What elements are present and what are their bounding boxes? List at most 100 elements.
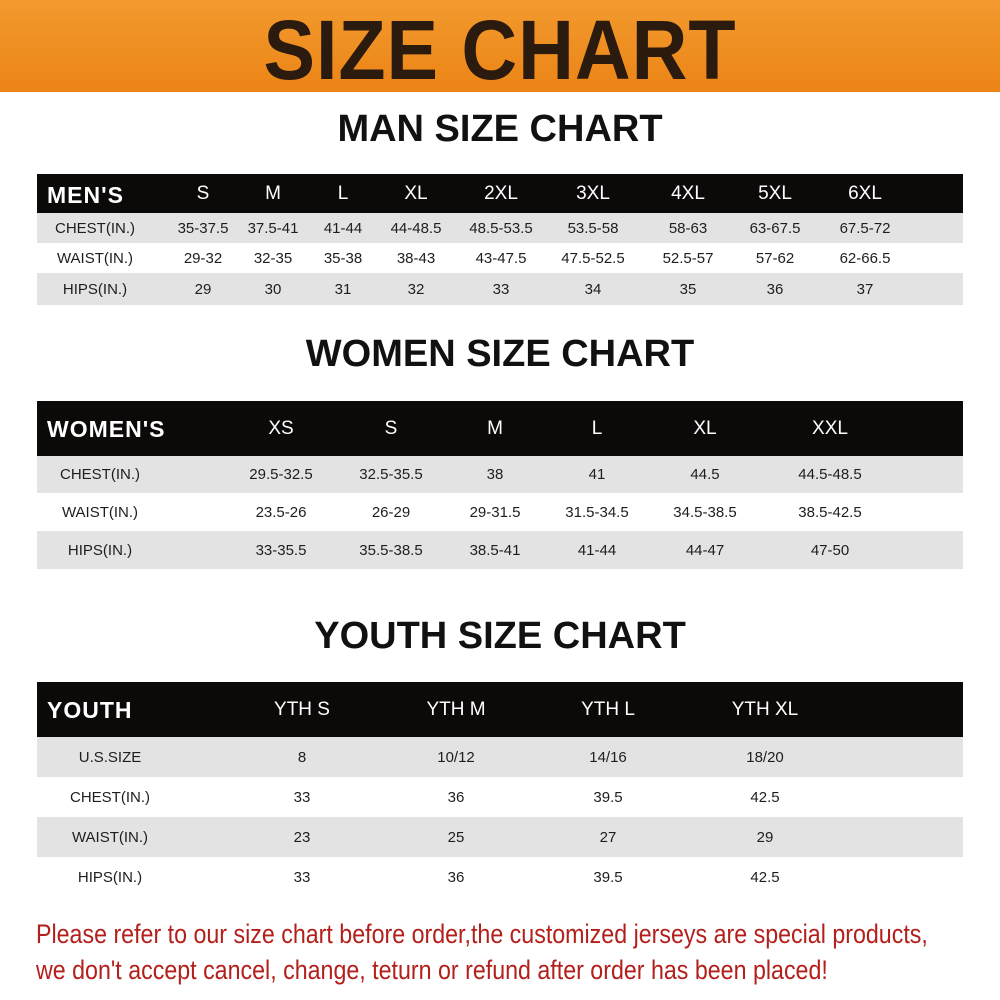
table-cell: 44-47 bbox=[685, 541, 725, 559]
size-header: 6XL bbox=[848, 182, 882, 204]
table-header: YOUTH YTH S YTH M YTH L YTH XL bbox=[37, 682, 963, 737]
table-cell: 35-38 bbox=[323, 249, 363, 267]
table-row: WAIST(IN.) 29-32 32-35 35-38 38-43 43-47.5 47.… bbox=[37, 243, 963, 273]
table-cell: 36 bbox=[766, 280, 784, 298]
size-header: YTH XL bbox=[731, 698, 799, 720]
table-cell: 41-44 bbox=[577, 541, 617, 559]
table-cell: 34.5-38.5 bbox=[673, 503, 737, 521]
row-label: WAIST(IN.) bbox=[61, 503, 139, 521]
table-cell: 32-35 bbox=[253, 249, 293, 267]
table-row: CHEST(IN.) 33 36 39.5 42.5 bbox=[37, 777, 963, 817]
row-label: CHEST(IN.) bbox=[55, 219, 135, 237]
size-header: S bbox=[196, 182, 210, 204]
table-cell: 29 bbox=[756, 828, 774, 846]
table-cell: 34 bbox=[584, 280, 602, 298]
table-cell: 29-31.5 bbox=[469, 503, 521, 521]
row-label: WAIST(IN.) bbox=[71, 828, 149, 846]
table-row: CHEST(IN.) 29.5-32.5 32.5-35.5 38 41 44.5 44.5… bbox=[37, 456, 963, 493]
notice-line-2: we don't accept cancel, change, teturn o… bbox=[36, 955, 828, 985]
size-header: XS bbox=[268, 417, 294, 439]
size-header: M bbox=[487, 417, 503, 439]
table-cell: 35-37.5 bbox=[177, 219, 229, 237]
banner: SIZE CHART bbox=[0, 0, 1000, 97]
table-cell: 36 bbox=[447, 788, 465, 806]
size-header: L bbox=[591, 417, 603, 439]
header-label: YOUTH bbox=[47, 697, 133, 723]
table-cell: 35.5-38.5 bbox=[359, 541, 423, 559]
table-row: U.S.SIZE 8 10/12 14/16 18/20 bbox=[37, 737, 963, 777]
size-header: XL bbox=[404, 182, 428, 204]
table-cell: 38 bbox=[486, 466, 504, 483]
size-header: XL bbox=[693, 417, 717, 439]
row-label: WAIST(IN.) bbox=[56, 249, 134, 267]
table-cell: 42.5 bbox=[750, 788, 780, 806]
table-row: HIPS(IN.) 29 30 31 32 33 34 35 36 37 bbox=[37, 273, 963, 305]
table-cell: 39.5 bbox=[593, 868, 623, 886]
table-cell: 33-35.5 bbox=[255, 541, 307, 559]
table-cell: 8 bbox=[297, 748, 307, 766]
table-cell: 62-66.5 bbox=[839, 249, 891, 267]
table-cell: 32.5-35.5 bbox=[359, 466, 423, 483]
size-header: XXL bbox=[812, 417, 848, 439]
table-cell: 33 bbox=[293, 868, 311, 886]
table-cell: 39.5 bbox=[593, 788, 623, 806]
table-cell: 44.5-48.5 bbox=[798, 466, 862, 483]
table-cell: 52.5-57 bbox=[662, 249, 714, 267]
table-row: CHEST(IN.) 35-37.5 37.5-41 41-44 44-48.5 48.5… bbox=[37, 213, 963, 243]
table-cell: 18/20 bbox=[746, 748, 784, 766]
row-label: CHEST(IN.) bbox=[70, 788, 150, 806]
table-header: MEN'S S M L XL 2XL 3XL 4XL 5XL 6XL bbox=[37, 174, 963, 213]
table-cell: 41-44 bbox=[323, 219, 363, 237]
table-cell: 48.5-53.5 bbox=[469, 219, 533, 237]
table-cell: 43-47.5 bbox=[475, 249, 527, 267]
table-cell: 38-43 bbox=[396, 249, 436, 267]
table-cell: 38.5-41 bbox=[469, 541, 521, 559]
table-cell: 29.5-32.5 bbox=[249, 466, 313, 483]
size-header: L bbox=[337, 182, 349, 204]
size-header: S bbox=[384, 417, 398, 439]
size-header: YTH L bbox=[581, 698, 635, 720]
table-header: WOMEN'S XS S M L XL XXL bbox=[37, 401, 963, 456]
table-cell: 23 bbox=[293, 828, 311, 846]
size-header: 3XL bbox=[576, 182, 610, 204]
row-label: HIPS(IN.) bbox=[62, 280, 128, 298]
table-cell: 36 bbox=[447, 868, 465, 886]
table-cell: 53.5-58 bbox=[567, 219, 619, 237]
row-label: CHEST(IN.) bbox=[60, 466, 140, 483]
table-cell: 37 bbox=[856, 280, 874, 298]
men-title: MAN SIZE CHART bbox=[337, 108, 663, 150]
table-cell: 58-63 bbox=[668, 219, 708, 237]
table-cell: 26-29 bbox=[371, 503, 411, 521]
youth-title: YOUTH SIZE CHART bbox=[314, 615, 686, 657]
table-cell: 31 bbox=[334, 280, 352, 298]
table-cell: 31.5-34.5 bbox=[565, 503, 629, 521]
table-cell: 33 bbox=[293, 788, 311, 806]
table-cell: 14/16 bbox=[589, 748, 627, 766]
table-cell: 42.5 bbox=[750, 868, 780, 886]
row-label: U.S.SIZE bbox=[78, 748, 142, 766]
table-row: WAIST(IN.) 23 25 27 29 bbox=[37, 817, 963, 857]
size-header: 5XL bbox=[758, 182, 792, 204]
table-cell: 25 bbox=[447, 828, 465, 846]
table-cell: 47-50 bbox=[810, 541, 850, 559]
size-header: YTH S bbox=[274, 698, 330, 720]
table-cell: 57-62 bbox=[755, 249, 795, 267]
banner-title: SIZE CHART bbox=[263, 3, 737, 97]
table-cell: 67.5-72 bbox=[839, 219, 891, 237]
table-cell: 47.5-52.5 bbox=[561, 249, 625, 267]
table-cell: 35 bbox=[679, 280, 697, 298]
table-cell: 37.5-41 bbox=[247, 219, 299, 237]
table-cell: 44.5 bbox=[690, 466, 720, 483]
notice-line-1: Please refer to our size chart before or… bbox=[36, 919, 928, 949]
row-label: HIPS(IN.) bbox=[67, 541, 133, 559]
header-label: MEN'S bbox=[47, 182, 124, 208]
table-cell: 38.5-42.5 bbox=[798, 503, 862, 521]
table-row: HIPS(IN.) 33 36 39.5 42.5 bbox=[37, 857, 963, 897]
size-header: YTH M bbox=[426, 698, 486, 720]
row-label: HIPS(IN.) bbox=[77, 868, 143, 886]
table-cell: 30 bbox=[264, 280, 282, 298]
table-cell: 63-67.5 bbox=[749, 219, 801, 237]
table-cell: 33 bbox=[492, 280, 510, 298]
table-cell: 29 bbox=[194, 280, 212, 298]
women-title: WOMEN SIZE CHART bbox=[305, 333, 695, 375]
